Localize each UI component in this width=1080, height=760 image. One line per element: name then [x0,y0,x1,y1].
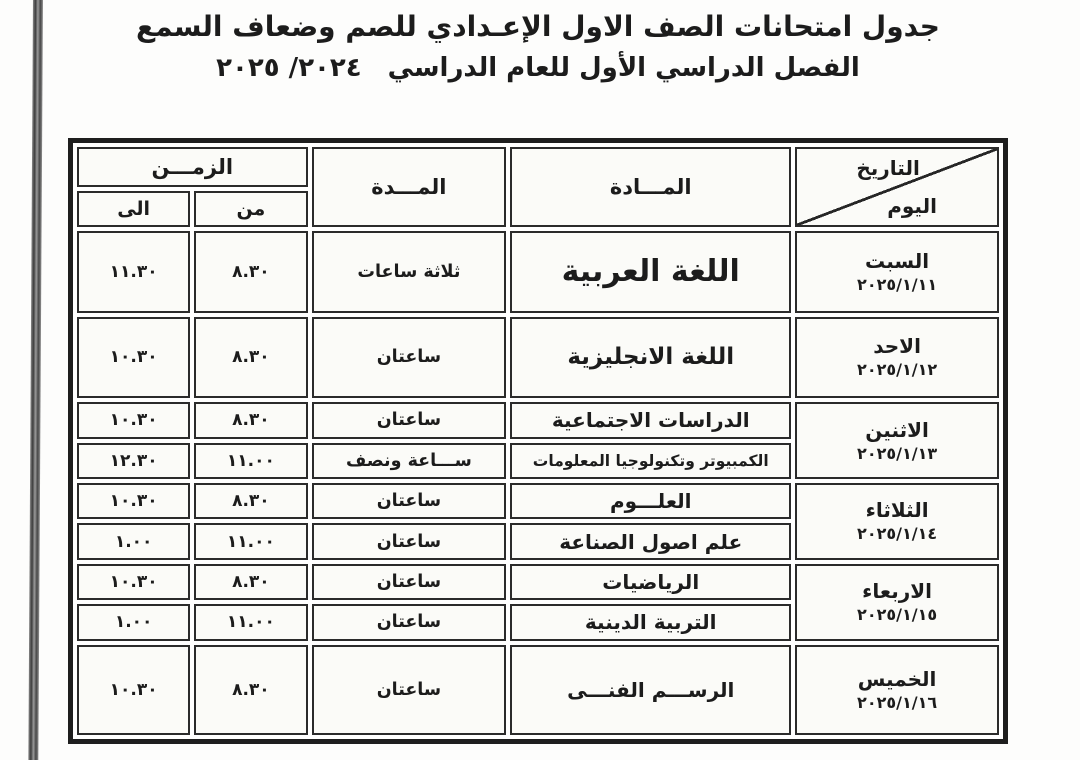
time-from-cell: ٨.٣٠ [194,231,308,313]
day-date: ٢٠٢٥/١/١٣ [857,443,938,463]
subject-cell: الرياضيات [510,563,792,601]
day-name: الخميس [857,666,937,691]
duration-cell: ســـاعة ونصف [311,442,507,479]
header-day-label: اليوم [887,194,937,218]
header-time-from: من [194,191,308,227]
day-cell: الثلاثاء ٢٠٢٥/١/١٤ [795,482,999,560]
time-from-cell: ١١.٠٠ [194,442,308,479]
day-cell: الاربعاء ٢٠٢٥/١/١٥ [795,563,999,641]
duration-cell: ساعتان [311,402,507,439]
time-to-cell: ١٠.٣٠ [77,644,191,735]
subject-cell: العلـــوم [510,482,792,520]
time-from-cell: ٨.٣٠ [194,482,308,520]
subject-cell: اللغة الانجليزية [510,316,792,399]
title-block: جدول امتحانات الصف الاول الإعـدادي للصم … [68,6,1008,90]
header-duration: المـــدة [311,147,507,227]
table-row-tuesday-1: الثلاثاء ٢٠٢٥/١/١٤ العلـــوم ساعتان ٨.٣٠… [77,482,999,560]
day-name: الاربعاء [862,579,932,604]
page-subtitle: الفصل الدراسي الأول للعام الدراسي ٢٠٢٤/ ٢… [68,48,1008,90]
header-subject: المـــادة [510,147,792,227]
table-row-saturday: السبت ٢٠٢٥/١/١١ اللغة العربية ثلاثة ساعا… [77,231,999,313]
day-date: ٢٠٢٥/١/١٢ [857,360,938,380]
day-cell: الخميس ٢٠٢٥/١/١٦ [795,644,999,735]
day-name: الاحد [873,334,921,359]
time-to-cell: ١٢.٣٠ [77,442,191,479]
header-time-to: الى [77,191,191,227]
subtitle-text: الفصل الدراسي الأول للعام الدراسي [387,53,860,83]
duration-cell: ساعتان [311,604,507,641]
subject-cell: الرســـم الفنـــى [510,644,792,735]
day-cell: السبت ٢٠٢٥/١/١١ [795,231,999,313]
time-from-cell: ١١.٠٠ [194,604,308,641]
subject-cell: التربية الدينية [510,604,792,641]
day-name: السبت [865,248,930,273]
subject-cell: علم اصول الصناعة [510,523,792,560]
day-date: ٢٠٢٥/١/١١ [857,274,938,294]
duration-cell: ساعتان [311,563,507,601]
time-to-cell: ١٠.٣٠ [77,482,191,520]
time-to-cell: ١٠.٣٠ [77,563,191,601]
duration-cell: ساعتان [311,316,507,399]
time-to-cell: ١١.٣٠ [77,231,191,313]
day-date: ٢٠٢٥/١/١٤ [857,524,938,544]
time-from-cell: ٨.٣٠ [194,402,308,439]
header-date-label: التاريخ [856,156,920,180]
table-row-monday-1: الاثنين ٢٠٢٥/١/١٣ الدراسات الاجتماعية سا… [77,402,999,479]
time-from-cell: ٨.٣٠ [194,563,308,601]
day-cell: الاثنين ٢٠٢٥/١/١٣ [795,402,999,479]
table-row-monday-2: الكمبيوتر وتكنولوجيا المعلومات ســـاعة و… [77,442,999,479]
duration-cell: ثلاثة ساعات [311,231,507,313]
table-row-wednesday-2: التربية الدينية ساعتان ١١.٠٠ ١.٠٠ [77,604,999,641]
day-name: الثلاثاء [865,498,929,523]
day-date: ٢٠٢٥/١/١٦ [857,692,938,712]
subject-cell: اللغة العربية [510,231,792,313]
day-name: الاثنين [865,417,929,442]
day-cell: الاحد ٢٠٢٥/١/١٢ [795,316,999,399]
duration-cell: ساعتان [311,523,507,560]
subject-cell: الدراسات الاجتماعية [510,402,792,439]
time-to-cell: ١.٠٠ [77,523,191,560]
duration-cell: ساعتان [311,644,507,735]
day-date: ٢٠٢٥/١/١٥ [857,605,938,625]
time-from-cell: ٨.٣٠ [194,316,308,399]
exam-schedule-table: التاريخ اليوم المـــادة المـــدة الزمـــ… [68,138,1008,744]
duration-cell: ساعتان [311,482,507,520]
scan-edge-artifact [28,0,43,760]
header-day-date-cell: التاريخ اليوم [795,147,999,227]
header-time: الزمـــن [77,147,308,187]
time-from-cell: ١١.٠٠ [194,523,308,560]
time-to-cell: ١٠.٣٠ [77,402,191,439]
time-to-cell: ١.٠٠ [77,604,191,641]
table-row-tuesday-2: علم اصول الصناعة ساعتان ١١.٠٠ ١.٠٠ [77,523,999,560]
table-row-thursday: الخميس ٢٠٢٥/١/١٦ الرســـم الفنـــى ساعتا… [77,644,999,735]
page-title: جدول امتحانات الصف الاول الإعـدادي للصم … [136,10,940,43]
table-row-wednesday-1: الاربعاء ٢٠٢٥/١/١٥ الرياضيات ساعتان ٨.٣٠… [77,563,999,641]
time-from-cell: ٨.٣٠ [194,644,308,735]
subject-cell: الكمبيوتر وتكنولوجيا المعلومات [510,442,792,479]
academic-year: ٢٠٢٤/ ٢٠٢٥ [216,53,362,83]
time-to-cell: ١٠.٣٠ [77,316,191,399]
table-row-sunday: الاحد ٢٠٢٥/١/١٢ اللغة الانجليزية ساعتان … [77,316,999,399]
